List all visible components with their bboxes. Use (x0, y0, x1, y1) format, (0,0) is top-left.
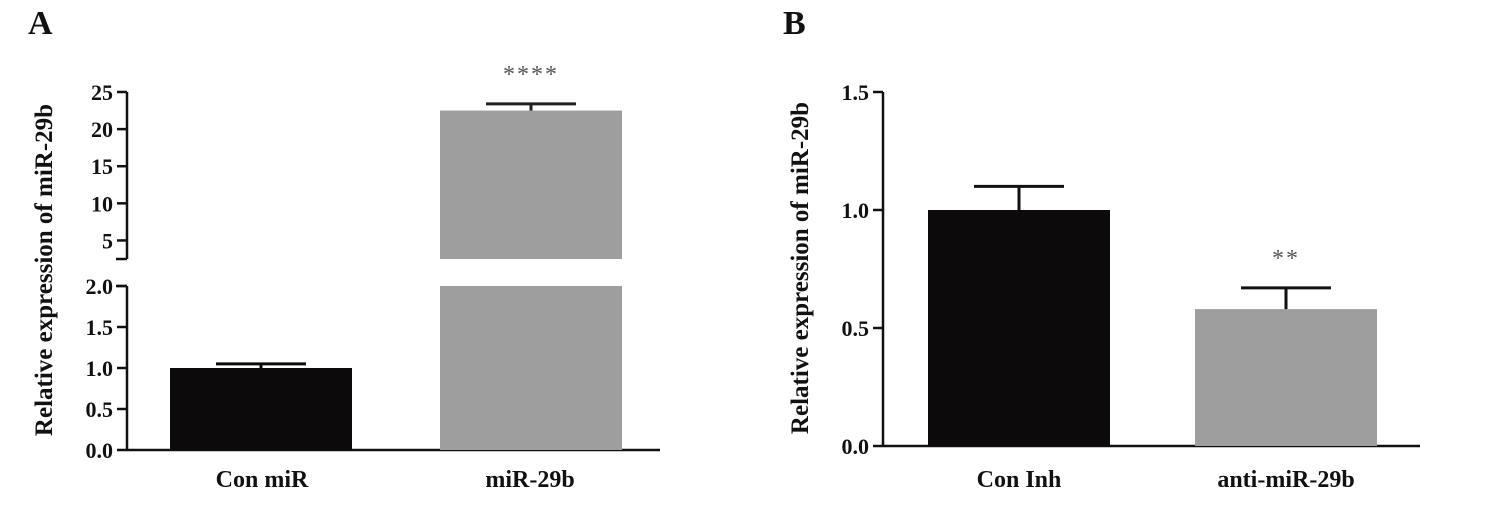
panel-a-y-tick-label: 2.0 (86, 274, 114, 299)
panel-b-significance-label: ** (1272, 246, 1300, 272)
panel-a-bar (170, 368, 352, 450)
panel-a-bar-lower (440, 286, 622, 450)
panel-b-category-label: Con Inh (977, 467, 1062, 493)
panel-b-y-tick-label: 0.5 (842, 316, 870, 341)
panel-a-y-tick-label: 1.0 (86, 356, 114, 381)
panel-b-bar (1195, 309, 1377, 446)
panel-a-category-label: Con miR (216, 467, 309, 493)
panel-b-label: B (783, 5, 806, 42)
panel-a-y-tick-label: 0.5 (86, 397, 114, 422)
panel-a-y-tick-label: 5 (102, 228, 113, 253)
panel-a-bar-upper (440, 110, 622, 259)
panel-b-y-axis-label: Relative expression of miR-29b (787, 102, 814, 434)
panel-a-category-label: miR-29b (485, 467, 574, 493)
panel-a-significance-label: **** (503, 62, 559, 88)
panel-a-y-tick-label: 25 (91, 80, 113, 105)
panel-a-y-tick-label: 15 (91, 154, 113, 179)
panel-a-label: A (28, 5, 53, 42)
panel-b-y-tick-label: 0.0 (842, 434, 870, 459)
panel-b-y-tick-label: 1.5 (842, 80, 870, 105)
panel-b-category-label: anti-miR-29b (1217, 467, 1354, 493)
panel-a-y-tick-label: 20 (91, 117, 113, 142)
panel-a-y-tick-label: 0.0 (86, 438, 114, 463)
panel-b-bar (928, 210, 1110, 446)
panel-a-y-tick-label: 1.5 (86, 315, 114, 340)
chart-marks: 0.0 0.5 1.0 1.5 2.0 5 10 15 20 25 **** 0.0 0.5 1.0 1.5… (86, 62, 1420, 463)
panel-b-y-tick-label: 1.0 (842, 198, 870, 223)
panel-a-y-tick-label: 10 (91, 191, 113, 216)
panel-a-y-axis-label: Relative expression of miR-29b (31, 104, 58, 436)
